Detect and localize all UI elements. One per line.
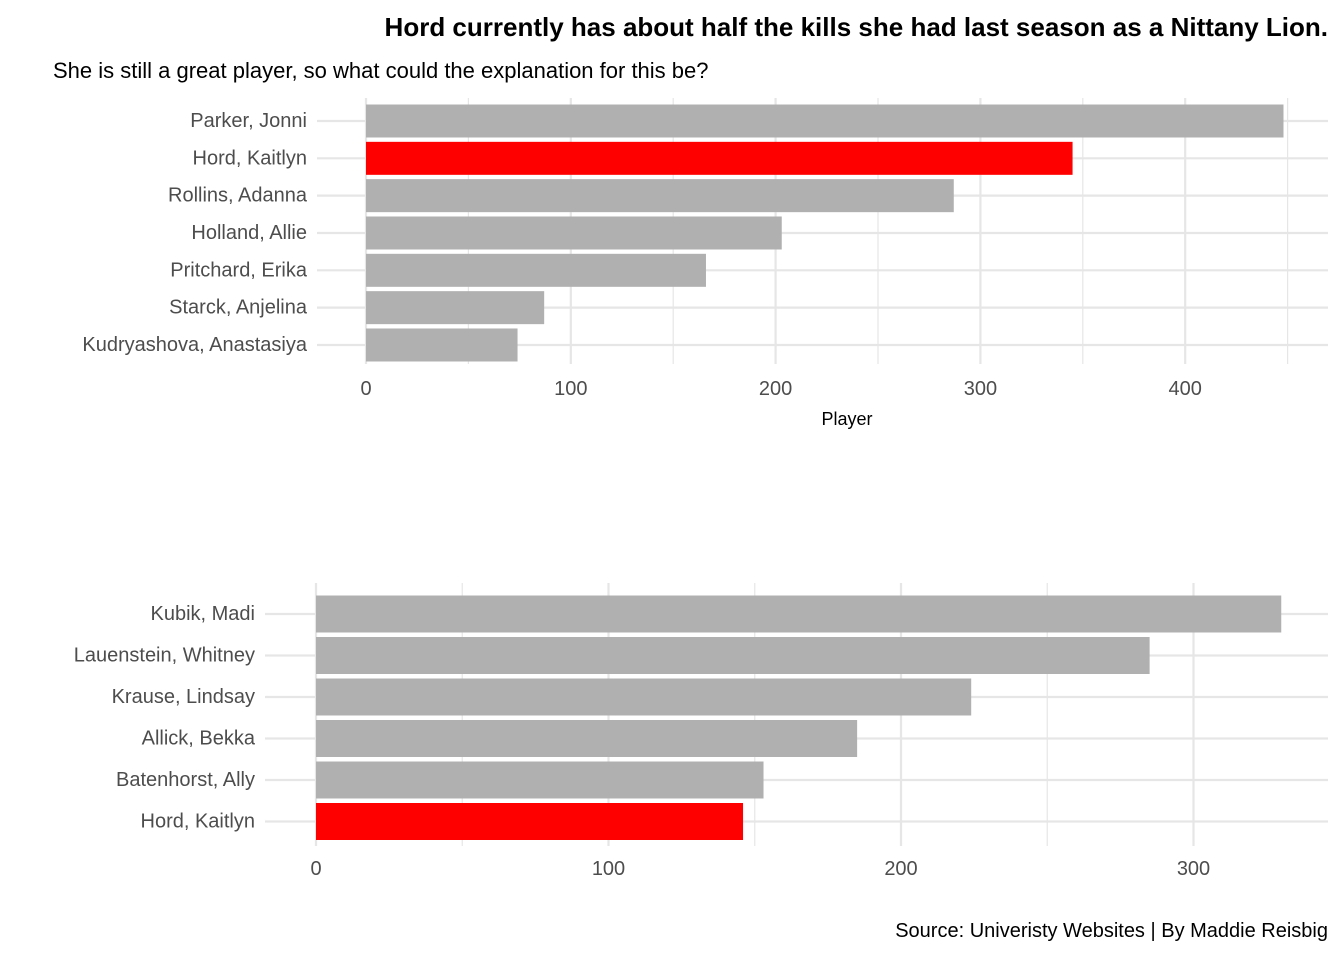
bar (366, 141, 1073, 175)
chart-title: Hord currently has about half the kills … (384, 12, 1328, 42)
category-label: Pritchard, Erika (170, 259, 308, 281)
bar (316, 595, 1282, 633)
x-tick-label: 100 (554, 378, 587, 400)
x-tick-label: 200 (884, 858, 917, 880)
bar (366, 291, 545, 325)
x-tick-label: 0 (360, 378, 371, 400)
x-tick-label: 300 (1177, 858, 1210, 880)
chart-panel-2023: Parker, Jonni Hord, Kaitlyn Rollins, Adann… (82, 98, 1328, 429)
x-tick-label: 300 (964, 378, 997, 400)
x-tick-label: 200 (759, 378, 792, 400)
x-tick-label: 400 (1169, 378, 1202, 400)
bar (366, 216, 782, 250)
category-label: Krause, Lindsay (112, 686, 255, 708)
chart-subtitle: She is still a great player, so what cou… (53, 58, 709, 83)
category-label: Hord, Kaitlyn (193, 147, 308, 169)
bar (366, 104, 1284, 138)
bar (366, 253, 706, 287)
chart-panel-2022: Kubik, Madi Lauenstein, Whitney Krause, Li… (74, 583, 1328, 880)
category-label: Parker, Jonni (190, 110, 307, 132)
source-caption: Source: Univeristy Websites | By Maddie … (895, 920, 1328, 942)
bar (316, 761, 764, 799)
category-label: Starck, Anjelina (169, 297, 308, 319)
bar (316, 678, 972, 716)
x-tick-label: 100 (592, 858, 625, 880)
category-label: Lauenstein, Whitney (74, 645, 255, 667)
category-label: Batenhorst, Ally (116, 769, 255, 791)
bar (316, 720, 858, 757)
x-axis-title: Player (821, 409, 872, 429)
category-label: Kudryashova, Anastasiya (82, 334, 307, 356)
x-tick-label: 0 (310, 858, 321, 880)
category-label: Rollins, Adanna (168, 185, 308, 207)
category-label: Allick, Bekka (142, 728, 256, 750)
bar (366, 328, 518, 362)
category-label: Kubik, Madi (151, 603, 256, 625)
bar (316, 637, 1150, 674)
category-label: Holland, Allie (191, 222, 307, 244)
category-label: Hord, Kaitlyn (141, 811, 256, 833)
bar (316, 803, 744, 840)
bar (366, 179, 954, 213)
